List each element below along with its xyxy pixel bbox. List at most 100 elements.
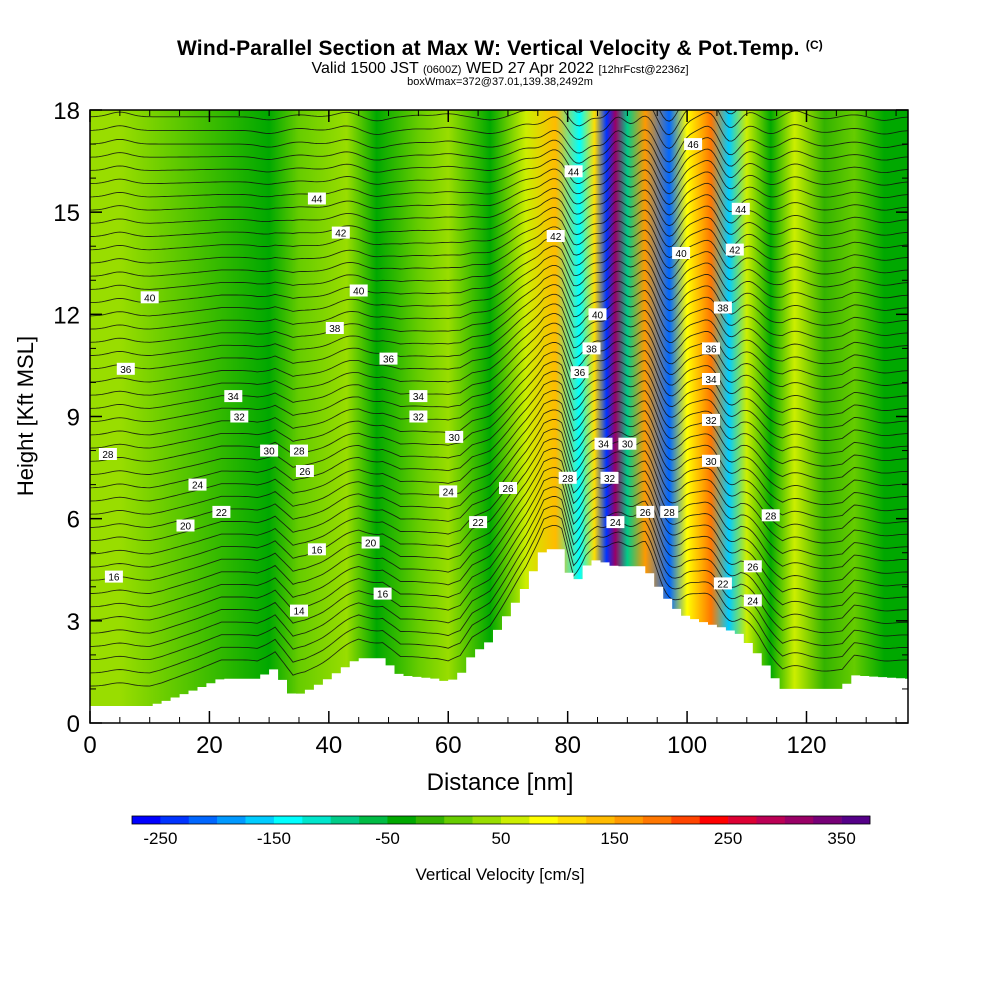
svg-text:40: 40 xyxy=(144,293,156,304)
theta-contour-label: 42 xyxy=(546,230,565,243)
y-tick-label: 3 xyxy=(67,609,80,636)
svg-text:38: 38 xyxy=(329,324,341,335)
theta-contour-label: 22 xyxy=(212,505,231,519)
theta-line xyxy=(90,187,908,227)
svg-text:16: 16 xyxy=(311,545,323,556)
theta-contour-label: 44 xyxy=(731,202,750,216)
theta-contour-label: 36 xyxy=(116,362,135,376)
theta-contour-label: 24 xyxy=(188,478,207,492)
theta-contour-label: 44 xyxy=(307,192,326,206)
theta-line xyxy=(90,390,908,502)
y-tick-label: 0 xyxy=(67,711,80,738)
y-tick-label: 15 xyxy=(53,200,80,227)
theta-line xyxy=(90,216,908,264)
colorbar-tick-label: -50 xyxy=(375,829,400,848)
svg-text:30: 30 xyxy=(264,447,276,458)
svg-text:38: 38 xyxy=(717,304,729,315)
x-tick-label: 0 xyxy=(83,732,96,759)
theta-contour-label: 36 xyxy=(570,366,589,379)
theta-line xyxy=(90,274,908,343)
colorbar-swatch xyxy=(387,816,417,824)
svg-text:26: 26 xyxy=(502,484,514,495)
theta-contour-label: 16 xyxy=(373,587,392,601)
svg-text:44: 44 xyxy=(311,195,323,206)
theta-contour-label: 16 xyxy=(104,570,123,584)
theta-contour-label: 26 xyxy=(295,465,314,478)
colorbar-swatch xyxy=(813,816,842,824)
theta-line xyxy=(90,524,908,687)
colorbar-swatch xyxy=(557,816,587,824)
theta-contour-label: 24 xyxy=(606,516,625,529)
svg-text:28: 28 xyxy=(293,447,305,458)
svg-text:24: 24 xyxy=(747,596,759,607)
y-tick-label: 18 xyxy=(53,98,80,125)
colorbar-swatch xyxy=(501,816,530,824)
theta-contour-label: 24 xyxy=(743,594,762,607)
theta-line xyxy=(90,197,908,237)
theta-line xyxy=(90,72,908,108)
svg-text:42: 42 xyxy=(335,229,347,240)
colorbar-swatch xyxy=(841,816,871,824)
theta-contour-label: 30 xyxy=(702,454,720,468)
svg-text:24: 24 xyxy=(443,487,455,498)
svg-text:40: 40 xyxy=(353,287,365,298)
colorbar-swatch xyxy=(273,816,303,824)
colorbar-label: Vertical Velocity [cm/s] xyxy=(415,865,584,884)
svg-text:44: 44 xyxy=(735,205,747,216)
theta-contour-label: 34 xyxy=(409,390,428,403)
chart-subtitle: Valid 1500 JST (0600Z) WED 27 Apr 2022 [… xyxy=(311,60,689,77)
theta-contour-label: 22 xyxy=(713,577,732,590)
x-tick-label: 20 xyxy=(196,732,223,759)
theta-contour-label: 30 xyxy=(260,444,279,458)
theta-line xyxy=(90,284,908,356)
chart-title: Wind-Parallel Section at Max W: Vertical… xyxy=(176,37,824,60)
theta-contour-label: 20 xyxy=(176,519,195,533)
theta-line xyxy=(90,380,908,489)
svg-text:32: 32 xyxy=(234,413,246,424)
theta-contour-label: 38 xyxy=(325,322,344,335)
svg-text:46: 46 xyxy=(688,140,700,151)
theta-contour-label: 40 xyxy=(672,247,691,260)
svg-text:28: 28 xyxy=(562,474,574,485)
svg-text:28: 28 xyxy=(765,511,777,522)
svg-text:36: 36 xyxy=(383,355,395,366)
theta-contour-label: 38 xyxy=(582,342,601,355)
svg-text:28: 28 xyxy=(102,450,114,461)
chart-subtitle-2: boxWmax=372@37.01,139.38,2492m xyxy=(407,76,593,88)
svg-text:32: 32 xyxy=(604,474,616,485)
svg-text:30: 30 xyxy=(705,457,717,468)
theta-line xyxy=(90,399,908,515)
colorbar-swatch xyxy=(671,816,700,824)
theta-line xyxy=(90,137,908,174)
y-tick-label: 12 xyxy=(53,302,80,329)
theta-line xyxy=(90,505,908,661)
colorbar-swatch xyxy=(614,816,644,824)
theta-contour-label: 32 xyxy=(702,413,720,427)
colorbar-tick-label: 250 xyxy=(714,829,742,848)
colorbar-tick-label: 350 xyxy=(827,829,855,848)
theta-contour-label: 28 xyxy=(290,444,308,458)
theta-line xyxy=(90,207,908,251)
svg-text:26: 26 xyxy=(299,467,311,478)
x-tick-label: 100 xyxy=(667,732,707,759)
svg-text:24: 24 xyxy=(192,481,204,492)
colorbar-swatch xyxy=(642,816,672,824)
theta-line xyxy=(90,226,908,277)
colorbar-swatch xyxy=(359,816,388,824)
colorbar-swatch xyxy=(529,816,559,824)
theta-line xyxy=(90,125,908,163)
colorbar-frame xyxy=(131,815,871,825)
theta-contour-label: 38 xyxy=(713,301,732,315)
colorbar-tick-label: 50 xyxy=(492,829,511,848)
theta-line xyxy=(90,245,908,304)
svg-text:34: 34 xyxy=(598,440,610,451)
theta-line xyxy=(90,313,908,396)
theta-contour-label: 44 xyxy=(564,165,583,178)
theta-contour-label: 26 xyxy=(499,482,517,495)
theta-line xyxy=(90,255,908,317)
colorbar-swatch xyxy=(586,816,615,824)
theta-line xyxy=(90,148,908,184)
copyright-mark: (C) xyxy=(805,38,824,52)
theta-contour-label: 40 xyxy=(140,291,159,304)
